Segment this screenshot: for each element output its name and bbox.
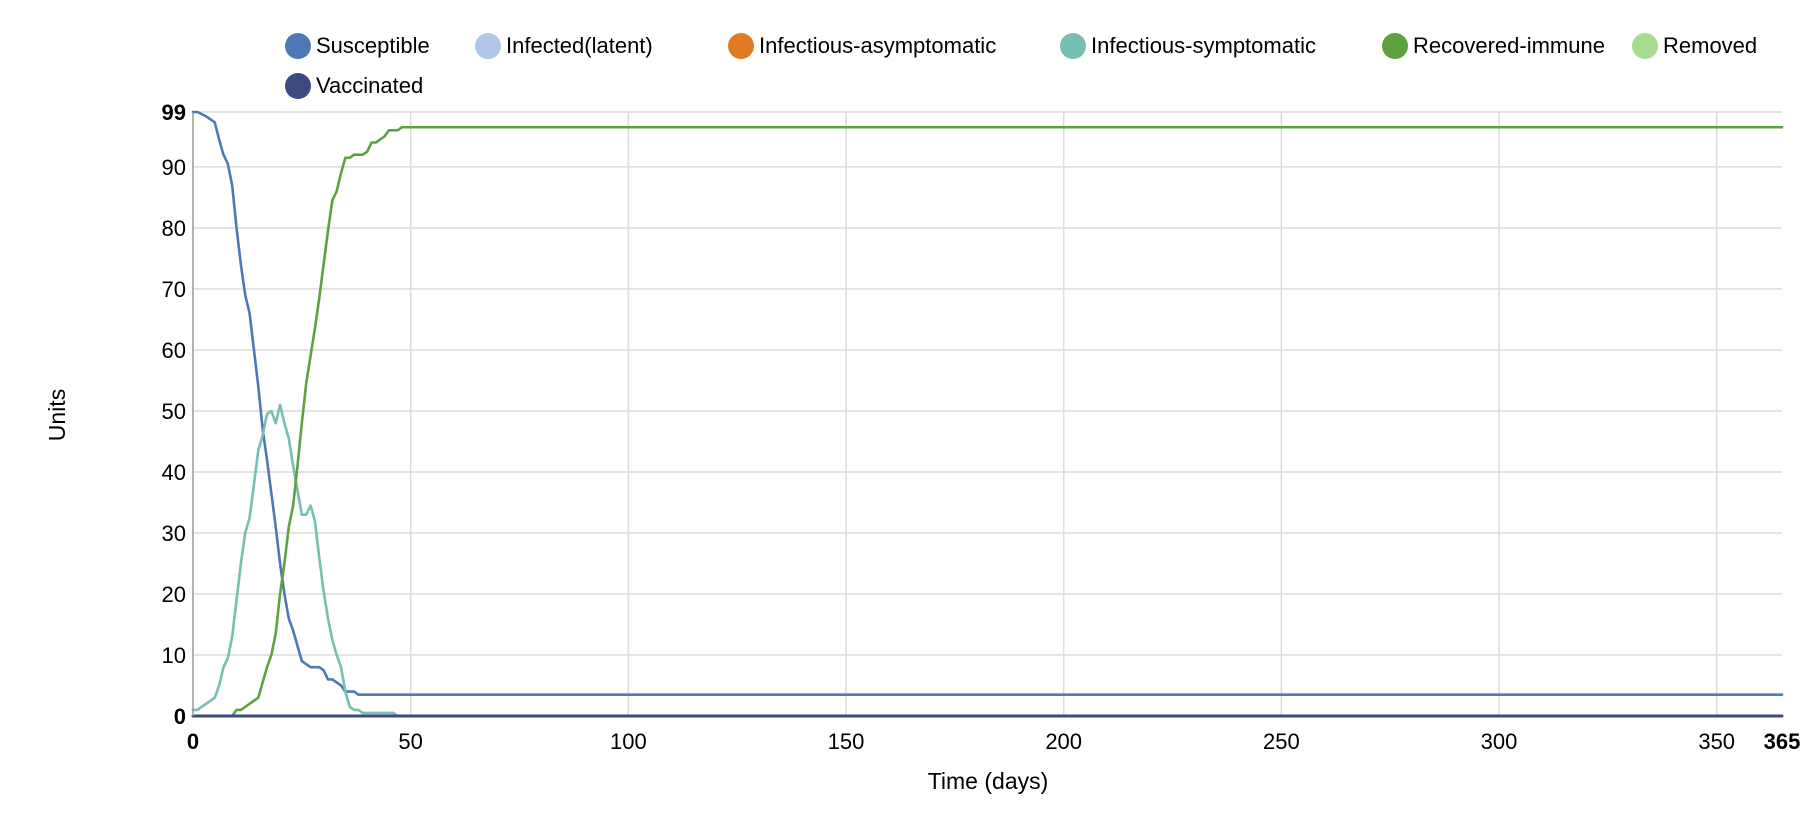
- series-line-recovered-immune: [191, 125, 1784, 718]
- legend-label: Infectious-asymptomatic: [759, 33, 997, 58]
- legend-dot-removed: [1632, 33, 1658, 59]
- series-lines: [191, 110, 1784, 718]
- legend-dot-infectious-symptomatic: [1060, 33, 1086, 59]
- legend-label: Susceptible: [316, 33, 430, 58]
- legend-row-1: Susceptible Infected(latent) Infectious-…: [285, 26, 1785, 66]
- y-tick-label: 0: [174, 704, 186, 729]
- legend-label: Vaccinated: [316, 73, 424, 98]
- legend-row-2: Vaccinated: [285, 66, 1785, 106]
- x-axis-title: Time (days): [928, 768, 1049, 794]
- y-tick-label: 50: [162, 399, 186, 424]
- y-tick-label: 80: [162, 216, 186, 241]
- y-tick-label: 20: [162, 582, 186, 607]
- legend-dot-susceptible: [285, 33, 311, 59]
- legend-item-vaccinated[interactable]: Vaccinated: [285, 73, 423, 99]
- legend-item-infected-latent[interactable]: Infected(latent): [475, 33, 728, 59]
- legend-label: Infected(latent): [506, 33, 653, 58]
- x-tick-label: 300: [1481, 729, 1518, 754]
- x-tick-label: 250: [1263, 729, 1300, 754]
- series-line-infectious-symptomatic: [191, 403, 399, 718]
- gridlines: [193, 111, 1782, 716]
- legend-item-infectious-asymptomatic[interactable]: Infectious-asymptomatic: [728, 33, 1060, 59]
- x-tick-label: 350: [1698, 729, 1735, 754]
- legend-dot-infectious-asymptomatic: [728, 33, 754, 59]
- x-tick-label: 150: [828, 729, 865, 754]
- axes: 0 50 100 150 200 250 300 350 365 0 10 20 30 40 50 60 70 8…: [162, 100, 1801, 754]
- legend-item-susceptible[interactable]: Susceptible: [285, 33, 475, 59]
- y-tick-label: 60: [162, 338, 186, 363]
- y-axis-title: Units: [44, 389, 70, 441]
- y-tick-label: 70: [162, 277, 186, 302]
- x-tick-label: 365: [1764, 729, 1801, 754]
- legend-item-removed[interactable]: Removed: [1632, 33, 1757, 59]
- x-tick-label: 200: [1045, 729, 1082, 754]
- legend-dot-recovered-immune: [1382, 33, 1408, 59]
- y-tick-label: 99: [162, 100, 186, 125]
- legend-label: Removed: [1663, 33, 1758, 58]
- legend-label: Infectious-symptomatic: [1091, 33, 1316, 58]
- legend-dot-vaccinated: [285, 73, 311, 99]
- legend-label: Recovered-immune: [1413, 33, 1605, 58]
- x-tick-label: 100: [610, 729, 647, 754]
- series-line-susceptible: [191, 110, 1784, 696]
- x-tick-label: 50: [398, 729, 422, 754]
- legend-item-recovered-immune[interactable]: Recovered-immune: [1382, 33, 1632, 59]
- y-tick-label: 10: [162, 643, 186, 668]
- legend-dot-infected-latent: [475, 33, 501, 59]
- legend-item-infectious-symptomatic[interactable]: Infectious-symptomatic: [1060, 33, 1382, 59]
- y-tick-label: 30: [162, 521, 186, 546]
- legend: Susceptible Infected(latent) Infectious-…: [285, 26, 1785, 106]
- y-tick-label: 90: [162, 155, 186, 180]
- y-tick-label: 40: [162, 460, 186, 485]
- x-tick-label: 0: [187, 729, 199, 754]
